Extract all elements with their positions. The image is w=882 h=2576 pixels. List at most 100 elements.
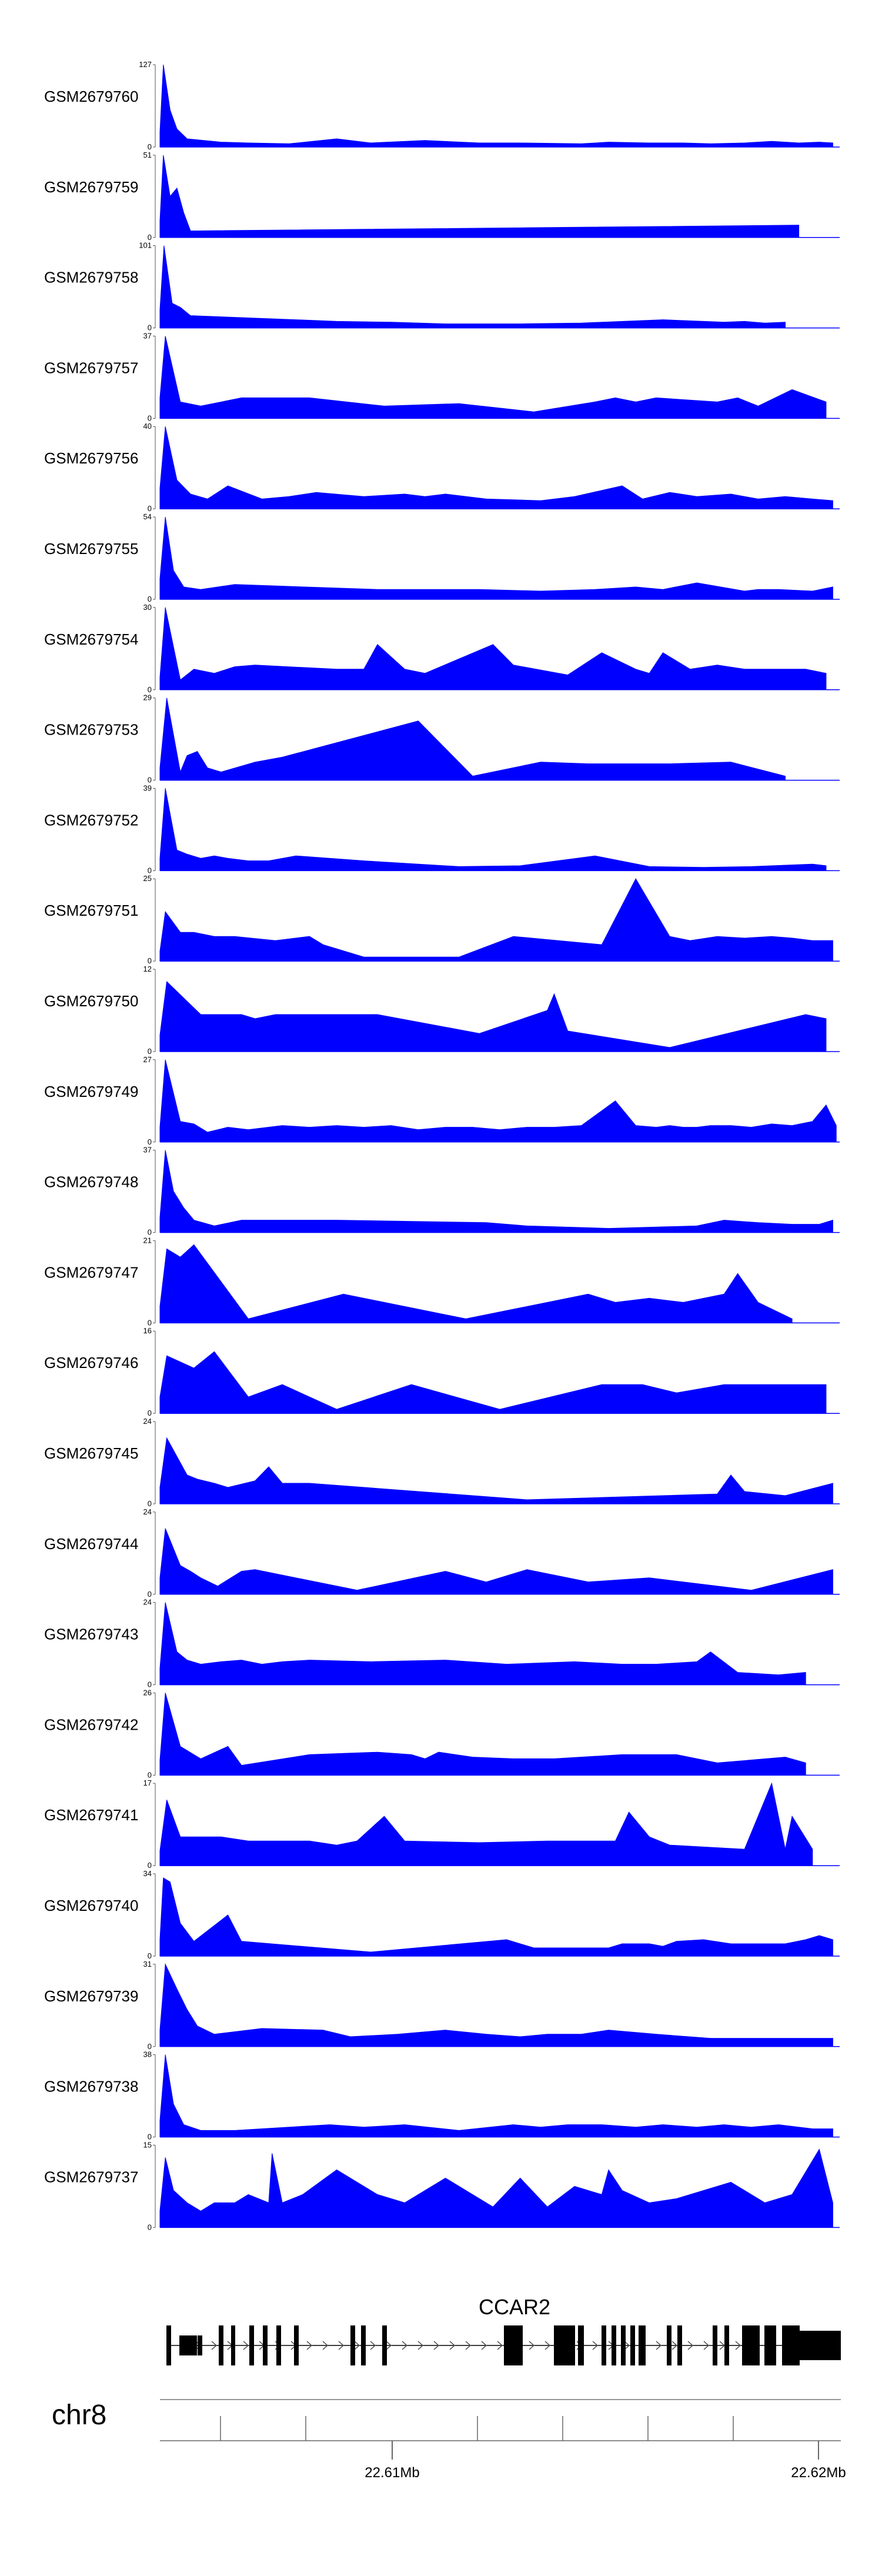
track-max-label: 40 xyxy=(143,422,152,431)
coverage-track: GSM2679756 40 0 xyxy=(44,422,840,513)
track-label: GSM2679759 xyxy=(44,178,138,196)
coverage-track: GSM2679741 17 0 xyxy=(44,1778,840,1870)
strand-arrow xyxy=(338,2341,345,2350)
track-zero-label: 0 xyxy=(148,1318,152,1327)
exon-block xyxy=(219,2325,223,2365)
coverage-area xyxy=(159,64,833,148)
coverage-track: GSM2679755 54 0 xyxy=(44,512,840,603)
coverage-track: GSM2679754 30 0 xyxy=(44,603,840,694)
track-label: GSM2679738 xyxy=(44,2078,138,2095)
coverage-track: GSM2679744 24 0 xyxy=(44,1507,840,1599)
strand-arrow xyxy=(703,2341,710,2350)
track-label: GSM2679752 xyxy=(44,811,138,829)
coverage-area xyxy=(159,245,786,329)
strand-arrow xyxy=(481,2341,487,2350)
strand-arrow xyxy=(465,2341,472,2350)
coverage-area xyxy=(159,516,833,600)
exon-block xyxy=(639,2325,646,2365)
track-zero-label: 0 xyxy=(148,2223,152,2231)
strand-arrow xyxy=(671,2341,678,2350)
exon-block xyxy=(166,2325,171,2365)
coverage-track: GSM2679747 21 0 xyxy=(44,1236,840,1327)
track-label: GSM2679741 xyxy=(44,1806,138,1824)
track-zero-label: 0 xyxy=(148,956,152,965)
coverage-area xyxy=(159,2148,833,2228)
track-max-label: 25 xyxy=(143,874,152,883)
track-label: GSM2679749 xyxy=(44,1083,138,1100)
exon-block xyxy=(724,2325,729,2365)
exon-block xyxy=(350,2325,355,2365)
coverage-area xyxy=(159,1528,833,1595)
track-label: GSM2679739 xyxy=(44,1987,138,2005)
coverage-track: GSM2679745 24 0 xyxy=(44,1417,840,1508)
track-max-label: 21 xyxy=(143,1236,152,1244)
coverage-track: GSM2679753 29 0 xyxy=(44,693,840,785)
coverage-area xyxy=(159,1437,833,1504)
exon-blocks xyxy=(166,2325,841,2365)
strand-arrow xyxy=(624,2341,630,2350)
coverage-area xyxy=(159,607,827,690)
track-max-label: 16 xyxy=(143,1326,152,1335)
track-zero-label: 0 xyxy=(148,1499,152,1508)
track-label: GSM2679758 xyxy=(44,269,138,286)
coverage-area xyxy=(159,1244,793,1323)
track-zero-label: 0 xyxy=(148,1861,152,1870)
track-zero-label: 0 xyxy=(148,1680,152,1689)
exon-block xyxy=(667,2325,671,2365)
strand-arrow xyxy=(370,2341,376,2350)
exon-block xyxy=(782,2325,800,2365)
coverage-track: GSM2679748 37 0 xyxy=(44,1146,840,1237)
strand-arrow xyxy=(592,2341,599,2350)
track-max-label: 34 xyxy=(143,1869,152,1878)
strand-arrow xyxy=(449,2341,456,2350)
track-max-label: 15 xyxy=(143,2140,152,2149)
track-zero-label: 0 xyxy=(148,595,152,603)
exon-block xyxy=(742,2325,760,2365)
coverage-area xyxy=(159,426,833,509)
track-max-label: 38 xyxy=(143,2050,152,2059)
exon-block xyxy=(361,2325,366,2365)
track-label: GSM2679742 xyxy=(44,1716,138,1733)
track-max-label: 12 xyxy=(143,965,152,973)
track-max-label: 127 xyxy=(139,60,152,69)
gene-name-label: CCAR2 xyxy=(479,2295,550,2319)
coverage-track: GSM2679759 51 0 xyxy=(44,151,840,242)
coverage-area xyxy=(159,878,833,962)
track-label: GSM2679737 xyxy=(44,2168,138,2185)
coverage-area xyxy=(159,1963,833,2047)
track-zero-label: 0 xyxy=(148,323,152,332)
strand-arrow xyxy=(544,2341,551,2350)
coverage-tracks: GSM26797601270GSM2679759510GSM2679758101… xyxy=(44,60,840,2231)
track-max-label: 17 xyxy=(143,1778,152,1787)
strand-arrow xyxy=(735,2341,741,2350)
exon-block xyxy=(612,2325,616,2365)
genome-axis: chr8 22.61Mb 22.62Mb xyxy=(52,2399,846,2481)
exon-block xyxy=(764,2325,776,2365)
track-label: GSM2679750 xyxy=(44,992,138,1010)
exon-block xyxy=(800,2331,841,2360)
strand-arrow xyxy=(402,2341,408,2350)
track-max-label: 24 xyxy=(143,1598,152,1607)
strand-arrow xyxy=(306,2341,313,2350)
strand-arrow xyxy=(417,2341,424,2350)
track-zero-label: 0 xyxy=(148,233,152,242)
track-label: GSM2679753 xyxy=(44,721,138,739)
coverage-area xyxy=(159,1602,806,1686)
exon-block xyxy=(249,2325,254,2365)
track-zero-label: 0 xyxy=(148,1770,152,1779)
track-label: GSM2679745 xyxy=(44,1444,138,1462)
coverage-track: GSM2679758 101 0 xyxy=(44,241,840,332)
coverage-track: GSM2679743 24 0 xyxy=(44,1598,840,1689)
coverage-area xyxy=(159,1150,833,1233)
axis-tick-label-2: 22.62Mb xyxy=(791,2465,846,2481)
strand-arrow xyxy=(211,2341,218,2350)
coverage-area xyxy=(159,2054,833,2138)
exon-block xyxy=(179,2335,197,2355)
track-max-label: 26 xyxy=(143,1688,152,1697)
track-max-label: 39 xyxy=(143,783,152,792)
track-label: GSM2679748 xyxy=(44,1173,138,1191)
coverage-area xyxy=(159,1693,806,1776)
track-max-label: 37 xyxy=(143,1146,152,1154)
track-zero-label: 0 xyxy=(148,1590,152,1599)
strand-arrow xyxy=(656,2341,662,2350)
